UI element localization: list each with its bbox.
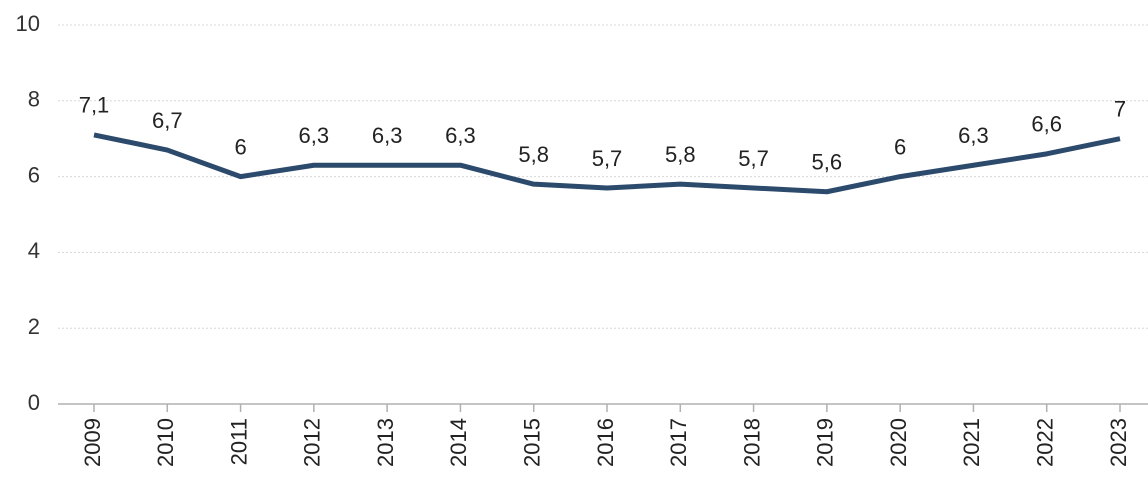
x-tick-label: 2016 [593,418,618,467]
y-tick-label: 10 [16,11,40,36]
data-label: 5,6 [812,150,843,175]
data-label: 6 [234,134,246,159]
data-label: 5,7 [738,146,769,171]
data-label: 6,3 [372,123,403,148]
data-label: 6,6 [1031,112,1062,137]
data-label: 6,3 [958,123,989,148]
line [93,132,1121,195]
data-label: 5,7 [592,146,623,171]
data-label: 5,8 [665,142,696,167]
data-label: 6,3 [299,123,330,148]
x-tick-label: 2012 [300,418,325,467]
x-tick-label: 2014 [446,418,471,467]
y-tick-label: 6 [28,162,40,187]
data-label: 5,8 [518,142,549,167]
x-tick-label: 2010 [153,418,178,467]
x-tick-label: 2013 [373,418,398,467]
x-tick-label: 2018 [739,418,764,467]
x-tick-label: 2019 [813,418,838,467]
x-tick-label: 2023 [1106,418,1131,467]
x-tick-label: 2011 [226,418,251,465]
x-tick-label: 2020 [886,418,911,467]
x-tick-label: 2017 [666,418,691,467]
data-label: 6,7 [152,108,183,133]
x-tick-label: 2015 [520,418,545,467]
y-tick-label: 8 [28,87,40,112]
y-tick-label: 4 [28,238,40,263]
y-tick-label: 0 [28,390,40,415]
data-label: 7,1 [79,93,110,118]
x-tick-label: 2022 [1033,418,1058,467]
data-label: 7 [1114,97,1126,122]
data-label: 6,3 [445,123,476,148]
x-tick-label: 2021 [959,418,984,467]
data-label: 6 [894,134,906,159]
x-tick-label: 2009 [80,418,105,467]
y-tick-label: 2 [28,314,40,339]
